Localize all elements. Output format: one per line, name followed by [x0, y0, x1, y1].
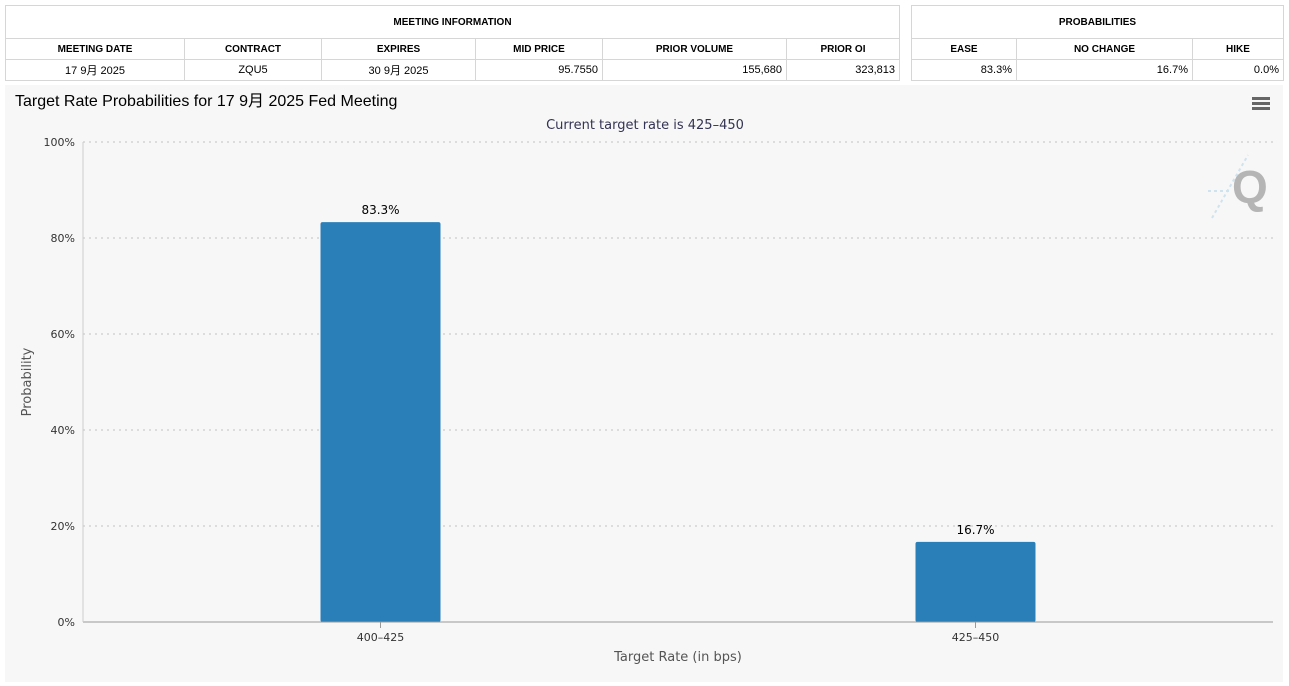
bar-data-label: 16.7%	[956, 523, 994, 537]
table-row: 83.3% 16.7% 0.0%	[911, 59, 1284, 81]
contract-cell: ZQU5	[184, 59, 322, 81]
ease-header: EASE	[911, 38, 1017, 60]
prior-volume-header: PRIOR VOLUME	[602, 38, 787, 60]
no-change-header: NO CHANGE	[1016, 38, 1193, 60]
prior-volume-cell: 155,680	[602, 59, 787, 81]
expires-cell: 30 9月 2025	[321, 59, 476, 81]
no-change-cell: 16.7%	[1016, 59, 1193, 81]
x-tick-label: 425–450	[952, 631, 1000, 644]
menu-icon[interactable]	[1252, 97, 1270, 110]
x-axis-label: Target Rate (in bps)	[613, 650, 742, 665]
table-row: 17 9月 2025 ZQU5 30 9月 2025 95.7550 155,6…	[5, 59, 900, 81]
y-tick-label: 60%	[51, 328, 75, 341]
bar[interactable]	[915, 541, 1036, 622]
y-tick-label: 0%	[58, 616, 75, 629]
probabilities-title: PROBABILITIES	[911, 5, 1284, 39]
prior-oi-cell: 323,813	[786, 59, 900, 81]
prior-oi-header: PRIOR OI	[786, 38, 900, 60]
chart-title: Target Rate Probabilities for 17 9月 2025…	[15, 93, 397, 110]
mid-price-cell: 95.7550	[475, 59, 603, 81]
q-logo-icon: Q	[1208, 154, 1268, 219]
ease-cell: 83.3%	[911, 59, 1017, 81]
expires-header: EXPIRES	[321, 38, 476, 60]
y-tick-label: 40%	[51, 424, 75, 437]
y-tick-label: 80%	[51, 232, 75, 245]
y-tick-label: 20%	[51, 520, 75, 533]
meeting-information-table: MEETING INFORMATION MEETING DATE CONTRAC…	[5, 5, 900, 81]
y-axis-label: Probability	[20, 347, 35, 416]
chart-panel: Target Rate Probabilities for 17 9月 2025…	[5, 85, 1283, 682]
probabilities-table: PROBABILITIES EASE NO CHANGE HIKE 83.3% …	[911, 5, 1284, 81]
chart-subtitle: Current target rate is 425–450	[546, 118, 744, 133]
mid-price-header: MID PRICE	[475, 38, 603, 60]
meeting-date-header: MEETING DATE	[5, 38, 185, 60]
bar[interactable]	[320, 222, 441, 622]
hike-cell: 0.0%	[1192, 59, 1284, 81]
hike-header: HIKE	[1192, 38, 1284, 60]
meeting-date-cell: 17 9月 2025	[5, 59, 185, 81]
meeting-information-title: MEETING INFORMATION	[5, 5, 900, 39]
svg-text:Q: Q	[1232, 161, 1268, 213]
bar-data-label: 83.3%	[361, 203, 399, 217]
bar-chart: Target Rate Probabilities for 17 9月 2025…	[15, 93, 1273, 665]
x-tick-label: 400–425	[357, 631, 405, 644]
y-tick-label: 100%	[44, 136, 75, 149]
contract-header: CONTRACT	[184, 38, 322, 60]
